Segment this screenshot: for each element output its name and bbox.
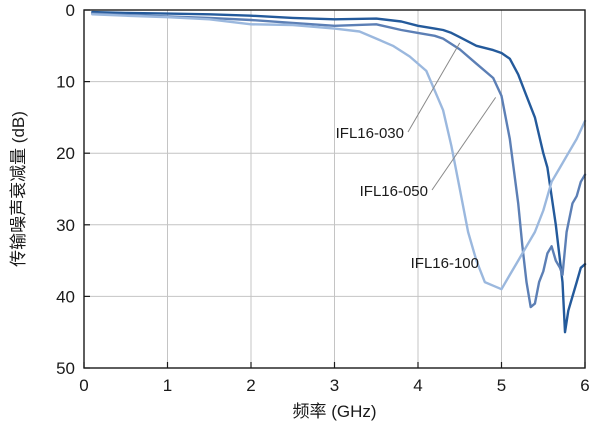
- series-layer: [91, 10, 587, 334]
- y-tick-label: 30: [56, 216, 75, 235]
- leader-line-ifl16-050: [431, 97, 497, 191]
- x-tick-label: 6: [580, 376, 589, 395]
- y-axis-title: 传输噪声衰减量 (dB): [9, 111, 28, 267]
- x-tick-label: 3: [330, 376, 339, 395]
- series-label-ifl16-050: IFL16-050: [360, 183, 428, 200]
- x-tick-label: 4: [413, 376, 422, 395]
- x-tick-label: 1: [163, 376, 172, 395]
- series-annotations: IFL16-030 IFL16-050 IFL16-100: [336, 42, 497, 272]
- x-axis-ticks: 0 1 2 3 4 5 6: [79, 362, 590, 395]
- y-tick-label: 20: [56, 144, 75, 163]
- y-tick-label: 50: [56, 359, 75, 378]
- series-line-ifl16-050: [91, 12, 587, 309]
- y-tick-label: 10: [56, 73, 75, 92]
- grid: [83, 9, 586, 369]
- x-axis-title: 频率 (GHz): [292, 402, 376, 421]
- y-tick-label: 40: [56, 287, 75, 306]
- y-tick-label: 0: [66, 1, 75, 20]
- y-axis-ticks: 0 10 20 30 40 50: [56, 1, 90, 378]
- series-line-ifl16-100: [91, 13, 587, 291]
- series-line-ifl16-030: [91, 10, 587, 334]
- series-label-ifl16-030: IFL16-030: [336, 125, 404, 142]
- leader-line-ifl16-030: [407, 42, 461, 133]
- x-tick-label: 5: [497, 376, 506, 395]
- x-tick-label: 2: [246, 376, 255, 395]
- x-tick-label: 0: [79, 376, 88, 395]
- series-label-ifl16-100: IFL16-100: [411, 255, 479, 272]
